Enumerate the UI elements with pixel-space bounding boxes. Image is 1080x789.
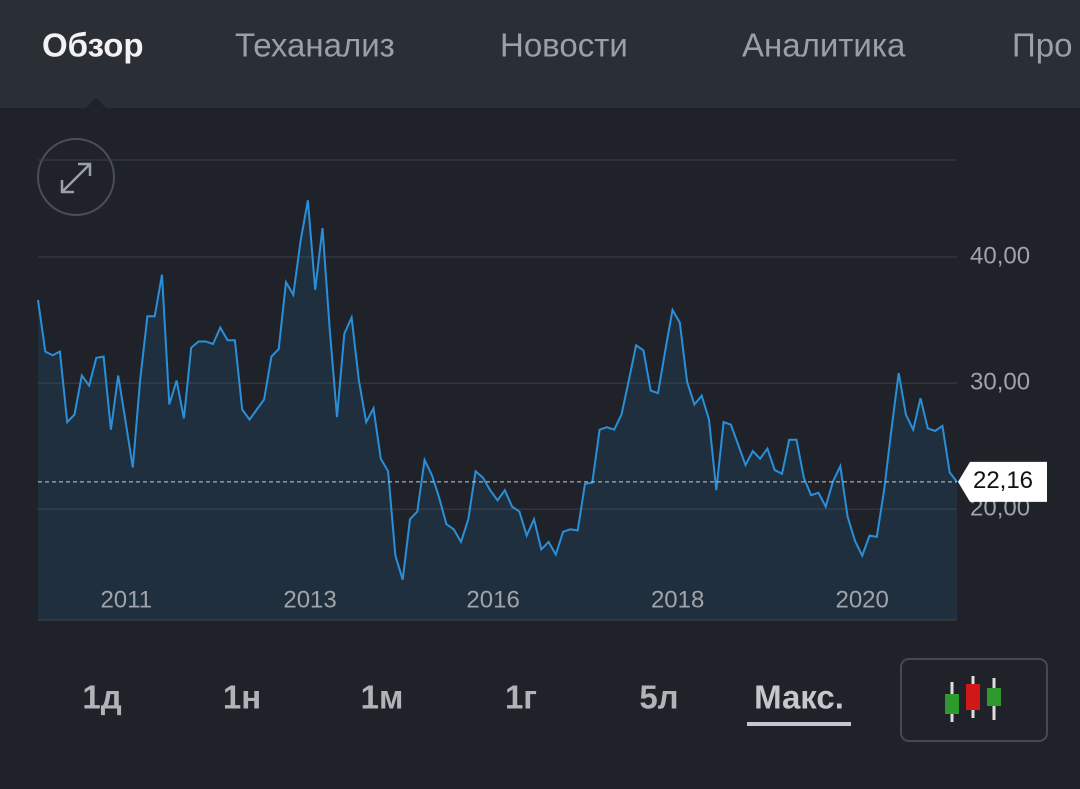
tab[interactable]: Аналитика xyxy=(742,27,906,64)
expand-icon xyxy=(60,162,92,194)
y-tick-label: 40,00 xyxy=(970,242,1030,269)
period-button[interactable]: 1м xyxy=(361,679,404,716)
period-button[interactable]: 1д xyxy=(82,679,121,716)
x-tick-label: 2020 xyxy=(835,586,888,613)
period-button[interactable]: 5л xyxy=(639,679,678,716)
tab[interactable]: Теханализ xyxy=(235,27,395,64)
x-tick-label: 2013 xyxy=(283,586,336,613)
y-tick-label: 30,00 xyxy=(970,368,1030,395)
x-tick-label: 2016 xyxy=(466,586,519,613)
current-price-label: 22,16 xyxy=(973,467,1033,494)
tab[interactable]: Про xyxy=(1012,27,1072,64)
period-underline xyxy=(747,722,851,726)
price-line xyxy=(37,200,958,580)
candles-icon xyxy=(945,676,1001,722)
period-button[interactable]: 1г xyxy=(505,679,537,716)
x-tick-label: 2011 xyxy=(100,586,152,613)
current-price-box xyxy=(958,461,1047,502)
chart-type-button[interactable] xyxy=(900,658,1048,742)
tab-bar xyxy=(0,0,1080,108)
expand-button[interactable] xyxy=(37,138,115,216)
x-tick-label: 2018 xyxy=(651,586,704,613)
tab-pointer xyxy=(86,98,106,108)
area xyxy=(38,200,957,621)
period-button[interactable]: 1н xyxy=(223,679,261,716)
period-button[interactable]: Макс. xyxy=(754,679,844,716)
tab[interactable]: Новости xyxy=(500,27,628,64)
tab[interactable]: Обзор xyxy=(42,27,144,64)
